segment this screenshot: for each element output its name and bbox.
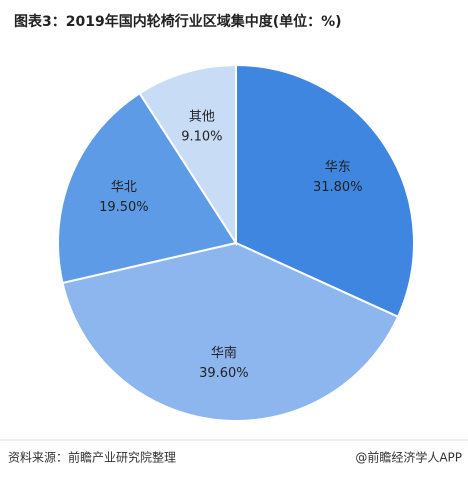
pie-slice [138, 63, 237, 247]
pie-slice [57, 91, 238, 285]
chart-title: 图表3：2019年国内轮椅行业区域集中度(单位：%) [14, 13, 342, 30]
slice-value-label: 19.50% [99, 200, 149, 215]
pie-slice [235, 63, 415, 319]
slice-label: 其他 [189, 109, 215, 124]
slice-label: 华南 [211, 345, 237, 361]
slice-value-label: 31.80% [313, 180, 363, 195]
slice-label: 华东 [325, 160, 351, 175]
source-note: 资料来源：前瞻产业研究院整理 [8, 450, 176, 465]
slice-value-label: 39.60% [199, 366, 249, 381]
pie-slice [61, 241, 400, 422]
slice-value-label: 9.10% [181, 129, 222, 144]
slice-label: 华北 [111, 180, 137, 195]
brand-note: @前瞻经济学人APP [355, 450, 462, 465]
